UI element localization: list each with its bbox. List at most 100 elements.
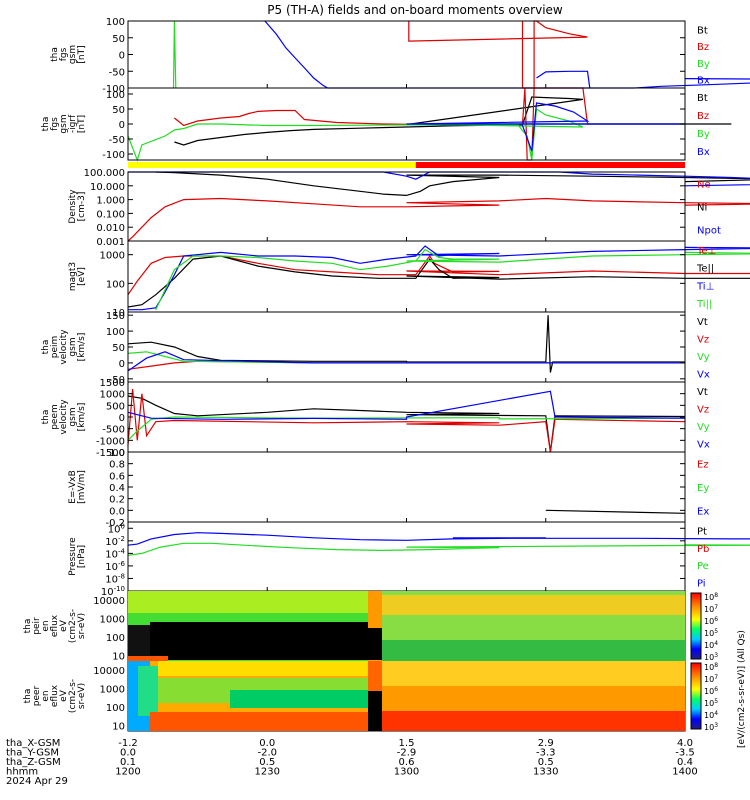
series-e_field-0 xyxy=(545,509,686,514)
xcol-4-2: 0.4 xyxy=(677,757,693,768)
ytick-label-peim_velocity-4: -50 xyxy=(109,375,125,386)
ylabel-peem_velocity-1: peem xyxy=(50,404,60,430)
ytick-label-peer_en_eflux-0: 10000 xyxy=(93,666,125,677)
legend-temperature-2: Ti⊥ xyxy=(696,281,714,292)
legend-pressure-2: Pe xyxy=(697,561,709,572)
xcol-2-2: 0.6 xyxy=(399,757,415,768)
ytick-label-density-2: 1.000 xyxy=(96,196,125,207)
ylabel-peer_en_eflux-3: eflux xyxy=(50,684,60,707)
cbtick-peir_en_eflux-0: 108 xyxy=(704,592,718,602)
ylabel-peir_en_eflux-3: eflux xyxy=(50,614,60,637)
ylabel-fgs_gsm-0: tha xyxy=(50,47,60,62)
cbtick-peir_en_eflux-3: 105 xyxy=(704,628,718,638)
ytick-label-e_field-4: 0.2 xyxy=(109,495,125,506)
series-fgs_gsm-1 xyxy=(172,20,177,89)
xcol-2-0: 1.5 xyxy=(399,738,415,749)
ytick-label-peem_velocity-1: 1000 xyxy=(100,390,125,401)
ytick-label-e_field-0: 1.0 xyxy=(109,448,125,459)
legend-temperature-0: Te⊥ xyxy=(696,246,716,257)
ylabel-e_field-0: E=-VxB xyxy=(68,470,78,504)
ytick-label-fgs_gsm-1: 50 xyxy=(112,34,125,45)
ylabel-peem_velocity-3: gsm xyxy=(68,407,78,426)
ytick-label-temperature-1: 100 xyxy=(106,279,125,290)
mode-bar xyxy=(128,162,685,168)
ytick-label-fgs_gsm-0: 100 xyxy=(106,17,125,28)
series-pressure-0 xyxy=(127,532,750,546)
legend-pressure-0: Pt xyxy=(697,527,707,538)
legend-temperature-3: Ti|| xyxy=(696,299,712,310)
legend-fgs_gsm-3: Bx xyxy=(697,76,710,87)
ytick-label-pressure-1: 10-2 xyxy=(105,535,125,548)
cbtick-peer_en_eflux-3: 105 xyxy=(704,698,718,708)
ylabel-fgs_gsm_igrf-3: -igrf xyxy=(68,114,78,133)
ytick-label-fgs_gsm-3: -50 xyxy=(109,67,125,78)
ytick-label-peem_velocity-2: 500 xyxy=(106,401,125,412)
legend-pressure-3: Pi xyxy=(697,578,706,589)
xrow-label-4: 2024 Apr 29 xyxy=(6,776,68,787)
ylabel-peim_velocity-3: gsm xyxy=(68,337,78,356)
xcol-1-0: 0.0 xyxy=(259,738,275,749)
panel-e_field: 1.00.80.60.40.20.0-0.2 E=-VxB [mV/m] Ez Ey Ex xyxy=(68,448,709,529)
ylabel-pressure-1: [nPa] xyxy=(77,545,87,568)
peir-black-region xyxy=(150,622,368,660)
xcol-2-3: 1300 xyxy=(394,767,419,778)
panel-density: 100.000 10.000 1.000 0.100 0.010 0.001 Density… xyxy=(68,168,750,248)
ylabel-fgs_gsm_igrf-1: fgs xyxy=(50,117,60,131)
ytick-label-peim_velocity-3: 0 xyxy=(119,359,125,370)
ylabel-peir_en_eflux-2: en xyxy=(41,620,51,631)
series-temperature-2 xyxy=(128,245,750,311)
ylabel-fgs_gsm_igrf-4: [nT] xyxy=(77,115,87,133)
legend-fgs_gsm-2: By xyxy=(697,59,710,70)
xcol-4-0: 4.0 xyxy=(677,738,693,749)
ytick-label-e_field-3: 0.4 xyxy=(109,483,125,494)
legend-fgs_gsm_igrf-3: Bx xyxy=(697,147,710,158)
ytick-label-e_field-1: 0.8 xyxy=(109,460,125,471)
ytick-label-pressure-0: 100 xyxy=(108,522,125,535)
peer-top-yellow xyxy=(158,661,368,676)
colorbar-peir xyxy=(690,592,702,660)
legend-e_field-2: Ex xyxy=(697,506,709,517)
xcol-1-2: 0.5 xyxy=(259,757,275,768)
ytick-label-pressure-2: 10-4 xyxy=(105,547,125,560)
ytick-label-peir_en_eflux-1: 1000 xyxy=(100,614,125,625)
ylabel-peer_en_eflux-2: en xyxy=(41,690,51,701)
spectrogram-group xyxy=(128,591,685,731)
ytick-label-fgs_gsm-2: 0 xyxy=(119,51,125,62)
ylabel-peem_velocity-4: [km/s] xyxy=(77,403,87,432)
ylabel-peir_en_eflux-0: tha xyxy=(23,619,33,634)
xrow-label-3: hhmm xyxy=(6,767,38,778)
peir-spectrogram xyxy=(128,591,685,661)
figure-title: P5 (TH-A) fields and on-board moments ov… xyxy=(267,3,563,17)
ytick-label-peer_en_eflux-3: 10 xyxy=(112,721,125,732)
ylabel-fgs_gsm_igrf-0: tha xyxy=(41,117,51,132)
ylabel-peir_en_eflux-4: eV xyxy=(59,619,69,632)
ylabel-peem_velocity-0: tha xyxy=(41,410,51,425)
series-fgs_gsm-0 xyxy=(264,20,750,89)
peir-noise-left xyxy=(128,625,150,661)
ytick-label-peem_velocity-6: -1500 xyxy=(96,448,125,459)
cbtick-peer_en_eflux-1: 107 xyxy=(704,674,718,684)
series-temperature-3 xyxy=(155,248,750,310)
peir-yellow-band xyxy=(128,591,368,613)
series-temperature-1 xyxy=(127,255,750,308)
ytick-label-peem_velocity-4: -500 xyxy=(102,425,125,436)
ylabel-fgs_gsm_igrf-2: gsm xyxy=(59,114,69,133)
legend-density-2: Npot xyxy=(697,226,721,237)
peer-low-red xyxy=(150,712,368,731)
ytick-label-fgs_gsm_igrf-1: 50 xyxy=(112,105,125,116)
xcol-1-1: -2.0 xyxy=(257,748,277,759)
ytick-label-density-1: 10.000 xyxy=(90,182,125,193)
cbtick-peir_en_eflux-4: 104 xyxy=(704,640,718,650)
ylabel-temperature-0: magt3 xyxy=(68,262,78,291)
ylabel-e_field-1: [mV/m] xyxy=(77,470,87,504)
series-fgs_gsm-2 xyxy=(408,20,588,89)
legend-e_field-0: Ez xyxy=(697,460,709,471)
xcol-0-3: 1200 xyxy=(115,767,140,778)
ytick-label-density-3: 0.100 xyxy=(96,209,125,220)
ylabel-peir_en_eflux-1: peir xyxy=(32,617,42,635)
ytick-label-peir_en_eflux-3: 10 xyxy=(112,651,125,662)
legend-pressure-1: Pb xyxy=(697,544,709,555)
mode-bar-segment-0 xyxy=(128,162,416,168)
